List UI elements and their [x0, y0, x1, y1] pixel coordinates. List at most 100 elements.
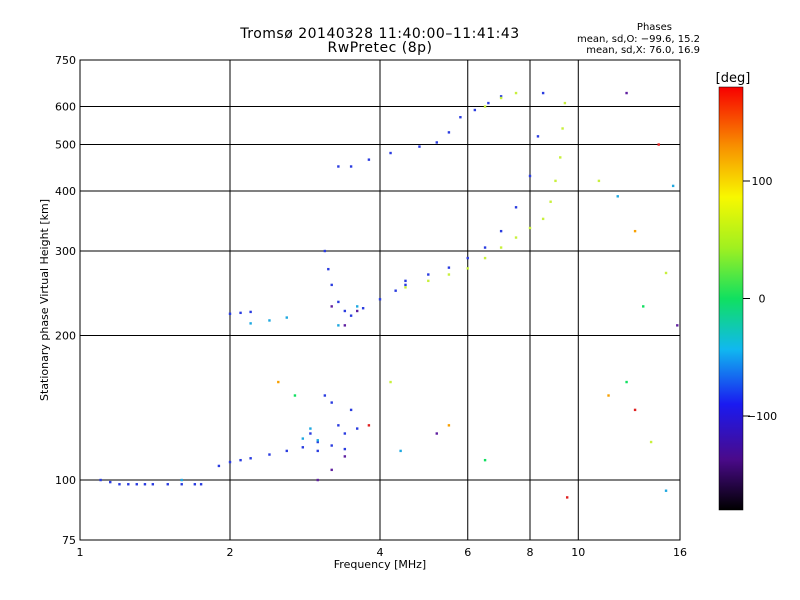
outlier-point	[435, 432, 438, 435]
data-point	[549, 200, 552, 203]
outlier-point	[597, 179, 601, 183]
data-point	[499, 229, 503, 233]
data-point	[268, 453, 271, 456]
data-point	[483, 246, 487, 249]
data-point	[343, 309, 347, 313]
data-point	[301, 446, 305, 449]
data-point	[151, 483, 155, 486]
data-point	[337, 424, 340, 427]
x-tick-label: 8	[527, 546, 534, 559]
data-point	[483, 256, 487, 260]
data-point	[118, 483, 121, 486]
data-point	[199, 483, 203, 486]
y-tick-label: 100	[55, 474, 76, 487]
data-point	[349, 314, 353, 317]
data-point	[404, 286, 407, 289]
x-tick-label: 16	[673, 546, 687, 559]
outlier-point	[676, 324, 679, 327]
data-point	[330, 468, 333, 472]
outlier-point	[633, 229, 637, 233]
grid	[80, 60, 680, 540]
data-point	[135, 483, 138, 486]
data-point	[514, 91, 518, 95]
data-point	[337, 300, 340, 304]
data-point	[418, 145, 421, 148]
outlier-point	[664, 489, 668, 492]
outlier-point	[607, 394, 610, 397]
data-point	[249, 310, 252, 314]
y-tick-label: 750	[55, 54, 76, 67]
data-point	[528, 174, 532, 178]
data-point	[487, 101, 490, 105]
data-point	[330, 283, 333, 287]
data-point	[536, 135, 540, 138]
data-point	[404, 279, 407, 283]
data-point	[349, 408, 353, 412]
data-point	[427, 273, 430, 276]
colorbar-tick-label: 0	[759, 293, 766, 306]
data-point	[316, 478, 319, 482]
data-point	[249, 322, 252, 325]
data-point	[541, 217, 545, 221]
x-tick-label: 1	[77, 546, 84, 559]
data-points	[99, 91, 679, 499]
data-point	[323, 394, 327, 397]
data-point	[301, 437, 305, 440]
data-point	[180, 478, 183, 482]
data-point	[330, 305, 333, 308]
data-point	[349, 165, 353, 168]
x-tick-label: 2	[227, 546, 234, 559]
y-tick-label: 75	[62, 534, 76, 547]
data-point	[323, 249, 327, 253]
data-point	[337, 324, 340, 327]
data-point	[180, 483, 183, 486]
outlier-point	[565, 496, 569, 499]
y-tick-label: 400	[55, 185, 76, 198]
data-point	[316, 449, 319, 453]
data-point	[330, 401, 333, 404]
data-point	[378, 298, 382, 301]
data-point	[316, 439, 319, 442]
data-point	[473, 108, 477, 112]
data-point	[447, 131, 451, 134]
outlier-point	[633, 408, 637, 412]
data-point	[228, 312, 232, 315]
x-axis-label: Frequency [MHz]	[334, 558, 426, 571]
data-point	[355, 309, 359, 313]
data-point	[109, 480, 112, 484]
data-point	[143, 483, 147, 486]
data-point	[404, 283, 407, 287]
data-point	[427, 279, 430, 283]
data-point	[343, 455, 347, 458]
outlier-point	[671, 184, 675, 188]
data-point	[361, 307, 365, 310]
data-point	[268, 319, 271, 322]
data-point	[166, 483, 169, 486]
outlier-point	[367, 424, 371, 427]
outlier-point	[483, 458, 487, 462]
axis-ticks: 1 2 4 6 8 10 16 75 100 200 300 400 500 600 750	[55, 54, 687, 559]
colorbar-tick-label: −100	[747, 410, 777, 423]
outlier-point	[649, 440, 653, 444]
data-point	[435, 141, 438, 144]
data-point	[459, 116, 462, 119]
data-point	[99, 478, 102, 482]
outlier-point	[625, 380, 628, 384]
colorbar-ticks: −100 0 100	[743, 175, 777, 423]
colorbar-tick-label: 100	[752, 175, 773, 188]
outlier-point	[657, 143, 660, 146]
data-point	[499, 95, 503, 98]
outlier-point	[389, 380, 392, 384]
x-tick-label: 10	[571, 546, 585, 559]
data-point	[217, 464, 221, 468]
x-tick-label: 4	[377, 546, 384, 559]
data-point	[466, 256, 469, 260]
y-tick-label: 200	[55, 330, 76, 343]
data-point	[563, 101, 567, 105]
data-point	[309, 432, 312, 435]
data-point	[337, 165, 340, 168]
x-tick-label: 6	[464, 546, 471, 559]
data-point	[343, 447, 347, 451]
y-axis-label: Stationary phase Virtual Height [km]	[38, 199, 51, 401]
